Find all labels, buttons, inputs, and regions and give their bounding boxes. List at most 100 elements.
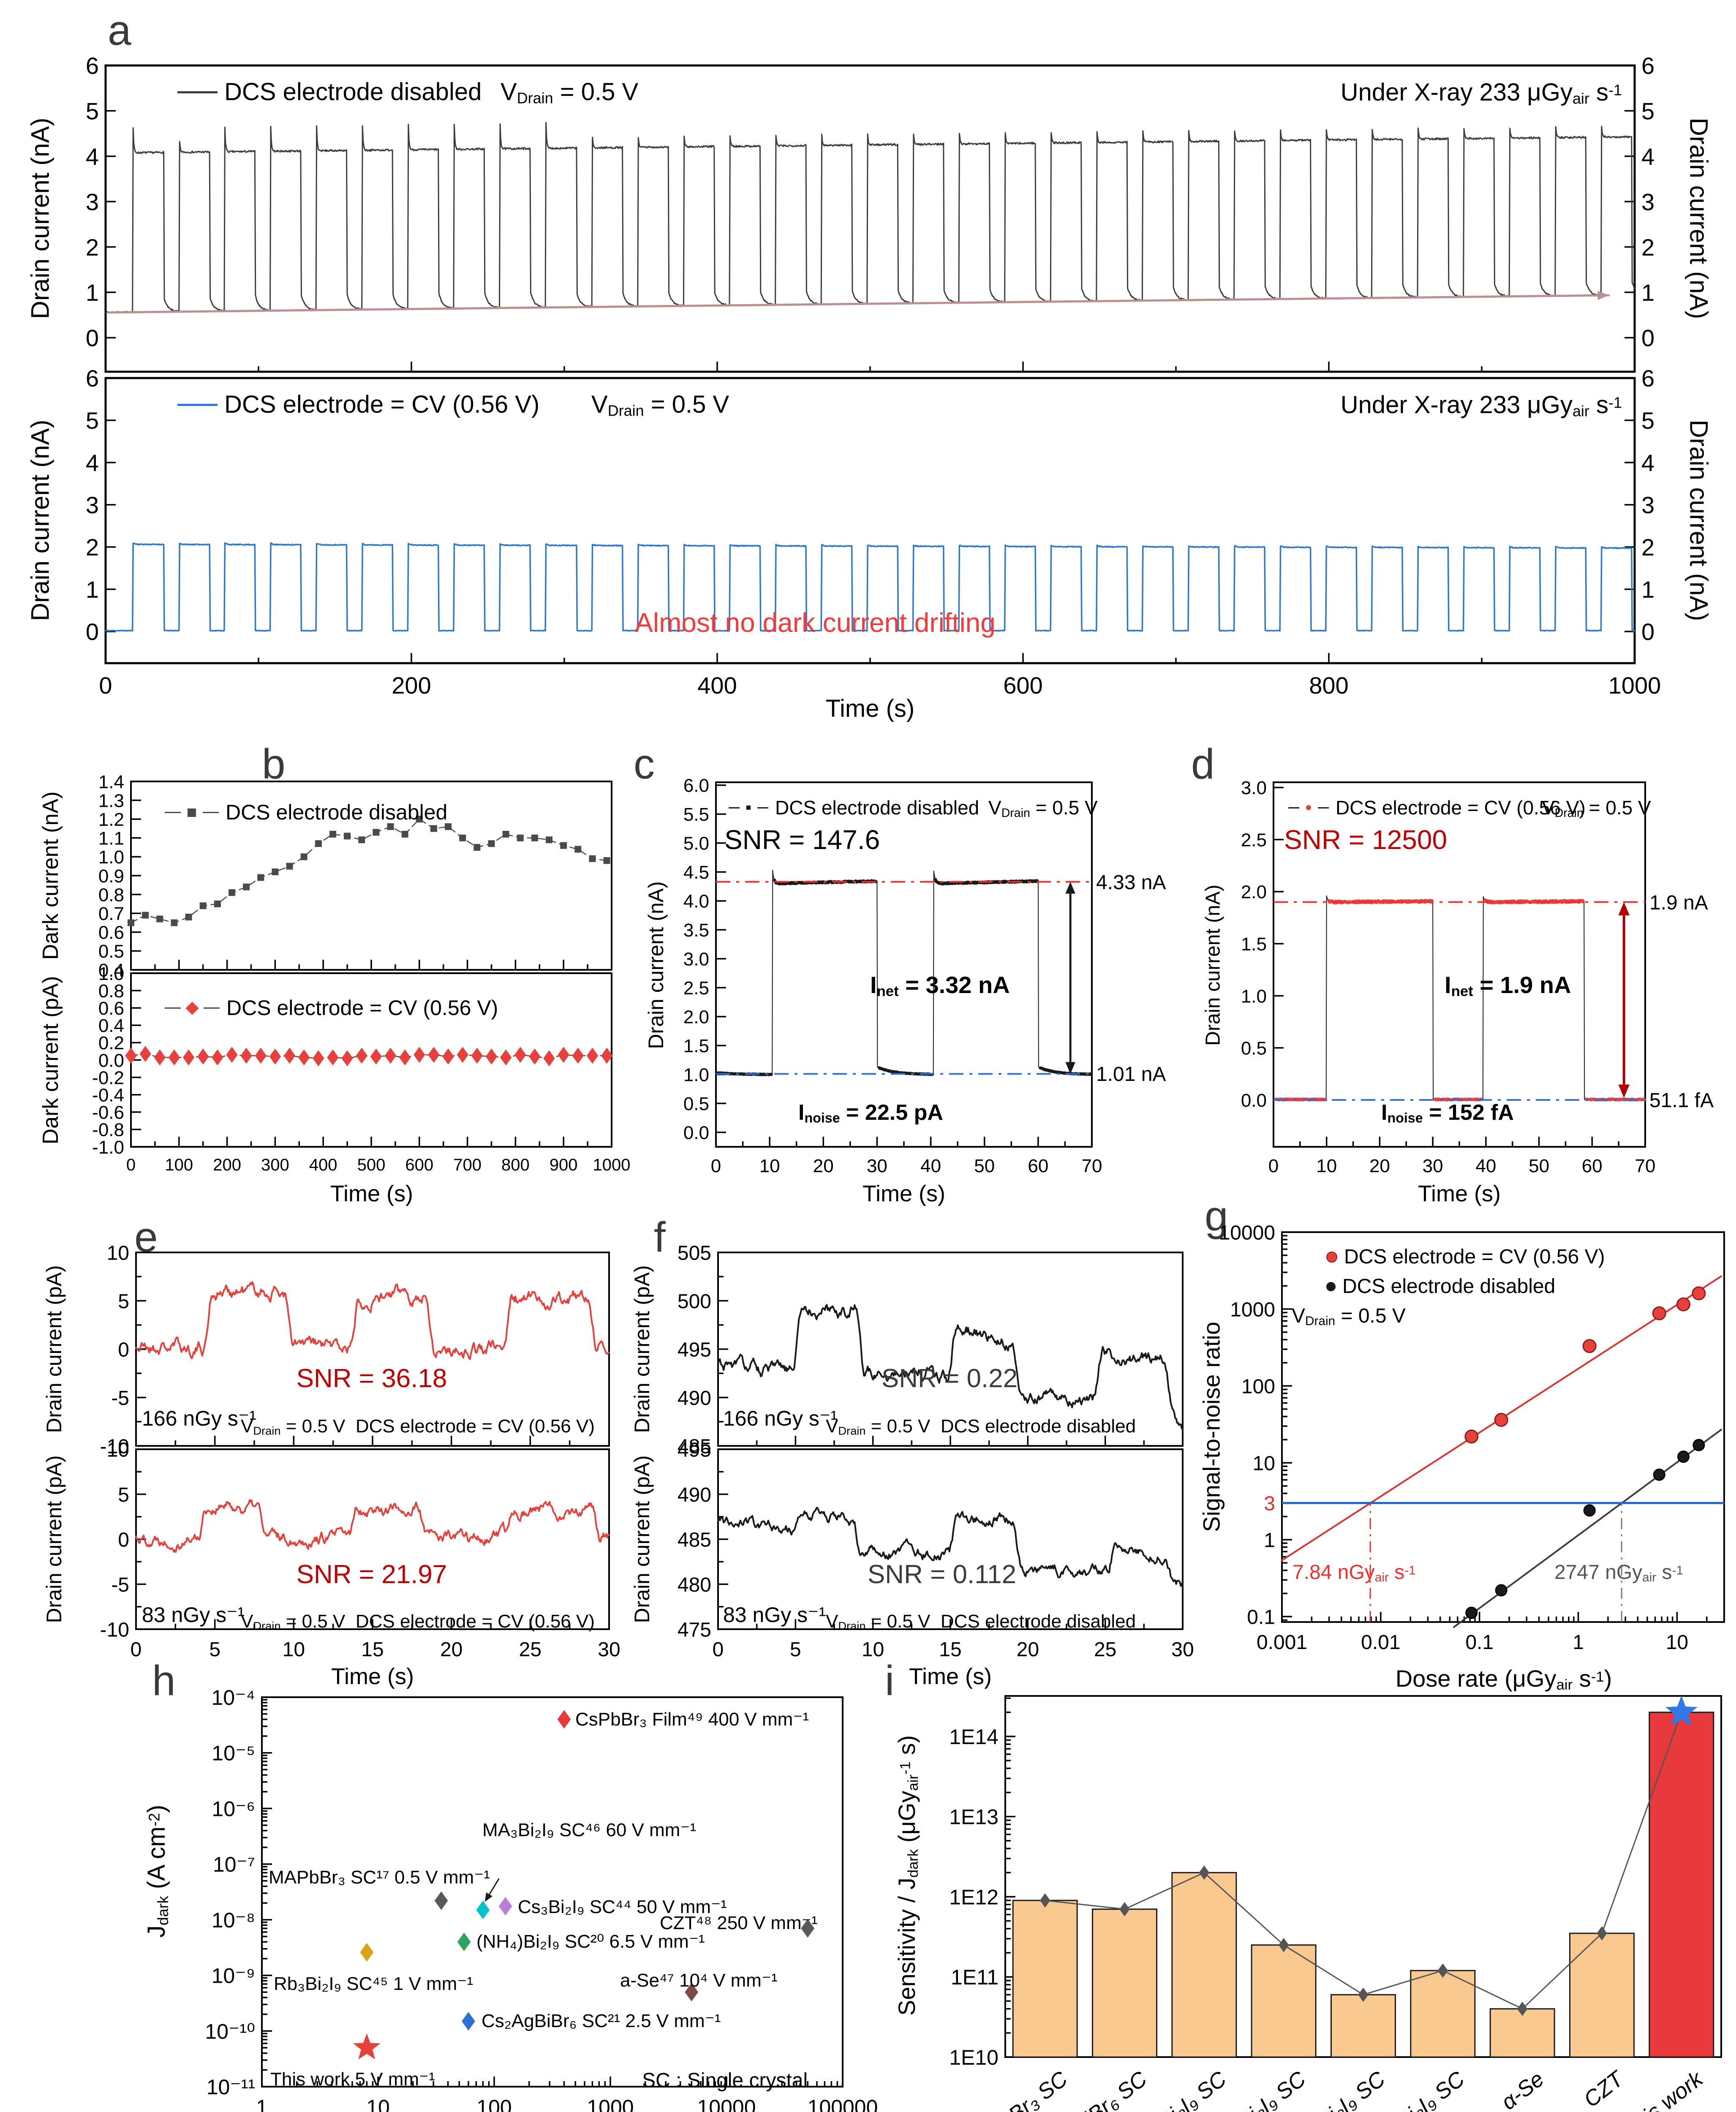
svg-text:400: 400 — [309, 1156, 337, 1174]
svg-text:5: 5 — [86, 98, 99, 125]
svg-text:3: 3 — [86, 188, 99, 215]
panel-c-vdrain: VDrain = 0.5 V — [988, 797, 1098, 820]
svg-text:0.6: 0.6 — [98, 998, 124, 1019]
svg-text:10: 10 — [107, 1439, 129, 1461]
panel-c-snr: SNR = 147.6 — [724, 825, 880, 855]
svg-text:0: 0 — [118, 1339, 129, 1361]
svg-text:1: 1 — [256, 2096, 268, 2112]
svg-text:6: 6 — [86, 365, 99, 392]
svg-text:3.0: 3.0 — [1241, 778, 1267, 798]
svg-text:1.0: 1.0 — [98, 963, 124, 984]
svg-text:10: 10 — [1253, 1452, 1275, 1475]
svg-text:20: 20 — [1017, 1638, 1039, 1661]
svg-text:600: 600 — [405, 1156, 433, 1174]
legend-line-icon — [1288, 807, 1299, 808]
panel-d-snr: SNR = 12500 — [1284, 825, 1448, 855]
panel-f-bottom-cond: VDrain = 0.5 V DCS electrode disabled — [826, 1611, 1136, 1633]
legend-line-icon — [165, 812, 181, 814]
svg-text:0: 0 — [86, 618, 99, 645]
svg-text:6: 6 — [1641, 365, 1654, 392]
panel-a-top-legend: DCS electrode disabled — [177, 78, 482, 106]
dot-marker-icon — [1306, 805, 1311, 811]
panel-i-letter: i — [885, 1657, 895, 1704]
panel-a-top-ylabel: Drain current (nA) — [26, 117, 54, 319]
panel-g-legend-red: DCS electrode = CV (0.56 V) — [1326, 1245, 1605, 1268]
svg-text:10⁻⁸: 10⁻⁸ — [212, 1908, 255, 1932]
panel-c-high-level: 4.33 nA — [1096, 871, 1166, 894]
panel-a-top-xray: Under X-ray 233 μGyair s-1 — [1340, 79, 1622, 107]
svg-text:1E10: 1E10 — [949, 2046, 999, 2069]
panel-c-low-level: 1.01 nA — [1096, 1063, 1166, 1086]
svg-text:505: 505 — [678, 1242, 711, 1264]
svg-text:10⁻⁵: 10⁻⁵ — [212, 1742, 255, 1765]
panel-e-top-plot: -10 -5 0 5 10 — [100, 1242, 610, 1458]
panel-a-bottom-ylabel: Drain current (nA) — [26, 419, 54, 621]
svg-text:1: 1 — [1573, 1631, 1584, 1654]
svg-text:5: 5 — [118, 1484, 129, 1506]
svg-text:0.4: 0.4 — [98, 1015, 124, 1036]
svg-text:10: 10 — [862, 1638, 884, 1661]
svg-text:6: 6 — [86, 52, 99, 79]
point-label-czt: CZT⁴⁸ 250 V mm⁻¹ — [660, 1913, 818, 1933]
svg-text:1: 1 — [1641, 576, 1654, 603]
panel-f-bottom-ylabel: Drain current (pA) — [630, 1455, 654, 1623]
panel-a-annotation: Almost no dark current drifting — [635, 607, 996, 638]
svg-text:1.5: 1.5 — [683, 1036, 709, 1056]
panel-h-note: SC : Single crystal — [642, 2069, 808, 2092]
svg-text:5: 5 — [209, 1638, 220, 1661]
svg-text:500: 500 — [357, 1156, 386, 1174]
svg-text:1.4: 1.4 — [98, 772, 124, 792]
svg-text:10: 10 — [759, 1156, 780, 1176]
svg-text:4: 4 — [86, 143, 99, 170]
svg-text:1E12: 1E12 — [949, 1885, 999, 1909]
panel-i-ylabel: Sensitivity / Jdark (μGyair-1 s) — [893, 1735, 922, 2016]
svg-text:700: 700 — [453, 1156, 482, 1174]
svg-text:100: 100 — [165, 1156, 193, 1174]
svg-text:100: 100 — [476, 2096, 512, 2112]
point-label-cs3bi2i9: Cs₃Bi₂I₉ SC⁴⁴ 50 V mm⁻¹ — [518, 1897, 727, 1917]
legend-line-icon — [1318, 807, 1329, 808]
svg-text:1E11: 1E11 — [951, 1965, 999, 1989]
svg-text:3: 3 — [1264, 1493, 1275, 1515]
svg-text:2.5: 2.5 — [683, 978, 709, 999]
svg-text:5.0: 5.0 — [683, 833, 709, 854]
point-label-thiswork: This work 5 V mm⁻¹ — [270, 2069, 435, 2090]
svg-text:-0.6: -0.6 — [92, 1102, 124, 1123]
panel-d-inoise: Inoise = 152 fA — [1381, 1100, 1514, 1126]
point-label-ase: a-Se⁴⁷ 10⁴ V mm⁻¹ — [620, 1970, 778, 1991]
svg-text:2.0: 2.0 — [683, 1007, 709, 1028]
svg-text:10000: 10000 — [1219, 1222, 1275, 1244]
panel-d-vdrain: VDrain = 0.5 V — [1542, 797, 1651, 820]
panel-b-letter: b — [262, 740, 286, 788]
svg-text:20: 20 — [1369, 1156, 1390, 1176]
panel-a-bottom-legend: DCS electrode = CV (0.56 V) — [177, 391, 539, 419]
legend-line-icon — [729, 807, 740, 808]
svg-text:15: 15 — [361, 1638, 384, 1661]
panel-h-letter: h — [152, 1657, 176, 1704]
svg-text:25: 25 — [1094, 1638, 1116, 1661]
point-label-ma3bi2i9: MA₃Bi₂I₉ SC⁴⁶ 60 V mm⁻¹ — [482, 1820, 697, 1840]
svg-text:70: 70 — [1082, 1156, 1102, 1176]
svg-text:5: 5 — [790, 1638, 801, 1661]
svg-text:100000: 100000 — [808, 2096, 878, 2112]
panel-d-legend: DCS electrode = CV (0.56 V) — [1288, 797, 1586, 819]
svg-text:10: 10 — [366, 2096, 390, 2112]
svg-text:10⁻⁶: 10⁻⁶ — [212, 1797, 255, 1821]
svg-text:30: 30 — [598, 1638, 620, 1661]
legend-line-icon — [177, 403, 218, 406]
svg-text:0.8: 0.8 — [98, 885, 124, 905]
panel-a-bottom-ylabel-right: Drain current (nA) — [1684, 419, 1713, 621]
svg-text:30: 30 — [867, 1156, 887, 1176]
panel-c-inoise: Inoise = 22.5 pA — [798, 1100, 943, 1126]
panel-d-legend-label: DCS electrode = CV (0.56 V) — [1336, 797, 1586, 819]
svg-text:0.5: 0.5 — [98, 941, 124, 962]
panel-b-bottom-ylabel: Dark current (pA) — [38, 976, 63, 1145]
svg-text:0.001: 0.001 — [1257, 1631, 1307, 1654]
svg-text:490: 490 — [678, 1387, 711, 1410]
svg-text:1: 1 — [86, 279, 99, 306]
svg-text:485: 485 — [678, 1435, 711, 1458]
panel-b-top-ylabel: Dark current (nA) — [38, 791, 63, 960]
panel-c-xlabel: Time (s) — [863, 1181, 945, 1206]
legend-line-icon — [203, 812, 219, 814]
